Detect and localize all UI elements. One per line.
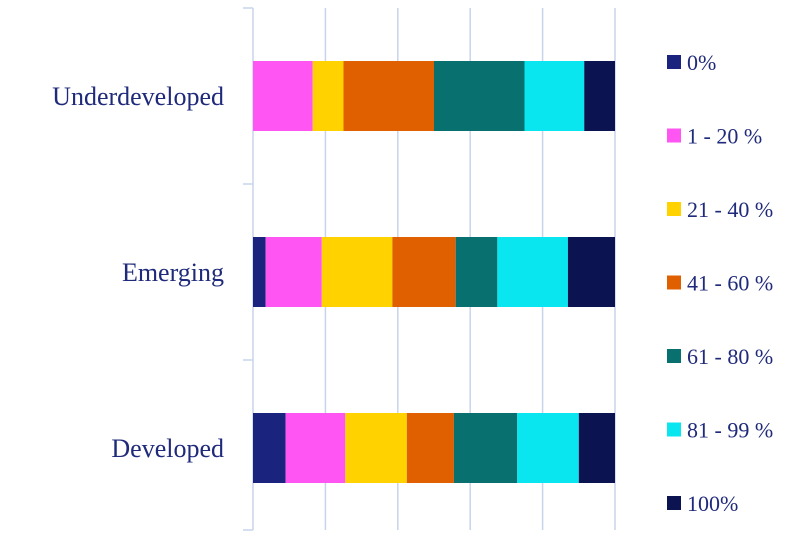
- category-axis: [243, 7, 254, 531]
- bar-segment: [584, 61, 615, 131]
- bar-segment: [567, 237, 615, 307]
- legend-swatch: [667, 128, 681, 143]
- legend: 0% 1 - 20 % 21 - 40 % 41 - 60 % 61 - 80 % 81 …: [667, 50, 773, 516]
- category-label: Emerging: [122, 258, 224, 287]
- bars: [253, 61, 615, 483]
- legend-swatch: [667, 349, 681, 363]
- bar-segment: [406, 413, 454, 483]
- bar-segment: [455, 237, 498, 307]
- bar-segment: [285, 413, 346, 483]
- bar-segment: [265, 237, 322, 307]
- bar-segment: [517, 413, 579, 483]
- bar-segment: [434, 61, 525, 131]
- bar-segment: [345, 413, 407, 483]
- category-label: Developed: [111, 434, 224, 463]
- legend-label: 41 - 60 %: [687, 271, 773, 296]
- category-label: Underdeveloped: [52, 82, 224, 111]
- bar-segment: [253, 413, 286, 483]
- legend-swatch: [667, 275, 681, 290]
- legend-swatch: [667, 422, 681, 437]
- bar-segment: [392, 237, 456, 307]
- bar-segment: [312, 61, 344, 131]
- bar-segment: [497, 237, 568, 307]
- legend-swatch: [667, 55, 681, 69]
- bar-segment: [321, 237, 393, 307]
- bar-segment: [253, 61, 313, 131]
- legend-swatch: [667, 202, 681, 216]
- bar-segment: [253, 237, 266, 307]
- legend-label: 61 - 80 %: [687, 344, 773, 369]
- legend-label: 81 - 99 %: [687, 418, 773, 443]
- legend-label: 0%: [687, 50, 716, 75]
- bar-segment: [343, 61, 434, 131]
- bar-segment: [524, 61, 585, 131]
- legend-label: 1 - 20 %: [687, 124, 762, 149]
- legend-label: 21 - 40 %: [687, 197, 773, 222]
- legend-label: 100%: [687, 491, 738, 516]
- legend-swatch: [667, 496, 681, 510]
- category-labels: Underdeveloped Emerging Developed: [52, 82, 224, 463]
- bar-segment: [453, 413, 518, 483]
- bar-segment: [578, 413, 615, 483]
